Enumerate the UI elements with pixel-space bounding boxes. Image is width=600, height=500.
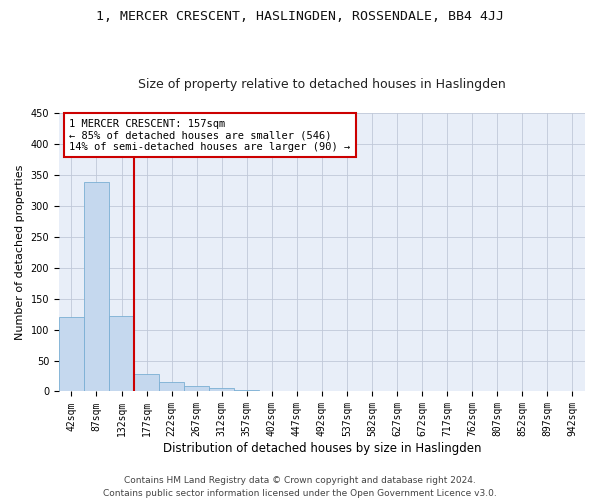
Bar xyxy=(109,316,134,392)
Text: Contains HM Land Registry data © Crown copyright and database right 2024.
Contai: Contains HM Land Registry data © Crown c… xyxy=(103,476,497,498)
Bar xyxy=(259,391,284,392)
Bar xyxy=(159,382,184,392)
Bar xyxy=(234,390,259,392)
Text: 1 MERCER CRESCENT: 157sqm
← 85% of detached houses are smaller (546)
14% of semi: 1 MERCER CRESCENT: 157sqm ← 85% of detac… xyxy=(70,118,350,152)
Bar xyxy=(84,182,109,392)
Text: 1, MERCER CRESCENT, HASLINGDEN, ROSSENDALE, BB4 4JJ: 1, MERCER CRESCENT, HASLINGDEN, ROSSENDA… xyxy=(96,10,504,23)
Title: Size of property relative to detached houses in Haslingden: Size of property relative to detached ho… xyxy=(138,78,506,91)
Bar xyxy=(310,391,334,392)
Bar xyxy=(209,388,234,392)
Y-axis label: Number of detached properties: Number of detached properties xyxy=(15,164,25,340)
X-axis label: Distribution of detached houses by size in Haslingden: Distribution of detached houses by size … xyxy=(163,442,481,455)
Bar xyxy=(184,386,209,392)
Bar xyxy=(134,374,159,392)
Bar xyxy=(284,391,310,392)
Bar xyxy=(59,316,84,392)
